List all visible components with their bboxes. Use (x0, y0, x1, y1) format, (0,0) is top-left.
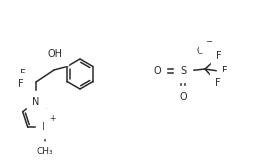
Text: F: F (222, 66, 228, 76)
Text: F: F (215, 78, 221, 88)
Text: F: F (216, 51, 222, 61)
Text: −: − (205, 37, 212, 46)
Text: O: O (179, 92, 187, 102)
Text: OH: OH (48, 49, 62, 59)
Text: N: N (32, 97, 40, 107)
Text: F: F (18, 79, 24, 89)
Text: O: O (196, 46, 204, 56)
Text: N: N (42, 122, 49, 132)
Text: O: O (153, 66, 161, 76)
Text: +: + (49, 114, 56, 123)
Text: S: S (180, 66, 186, 76)
Text: F: F (20, 69, 26, 79)
Text: CH₃: CH₃ (37, 147, 54, 156)
